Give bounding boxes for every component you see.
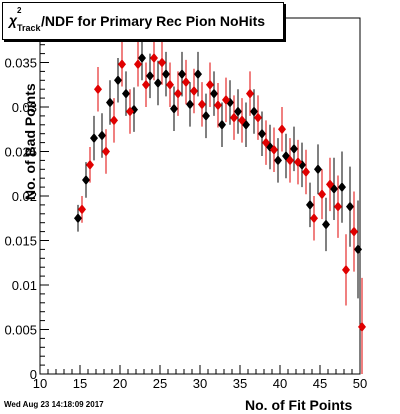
data-point [170, 103, 178, 114]
data-point [126, 106, 134, 117]
y-tick-label: 0.035 [4, 56, 37, 71]
data-point [302, 166, 310, 177]
x-tick-label: 20 [113, 376, 127, 391]
data-point [190, 85, 198, 96]
data-point [338, 182, 346, 193]
x-axis-label: No. of Fit Points [245, 397, 353, 413]
y-tick-label: 0.03 [12, 100, 37, 115]
plot-frame [39, 17, 361, 375]
y-tick-label: 0.01 [12, 278, 37, 293]
plot-border [39, 17, 361, 375]
data-point [174, 88, 182, 99]
data-point [342, 264, 350, 275]
x-tick-label: 10 [33, 376, 47, 391]
x-tick-label: 30 [193, 376, 207, 391]
title-chi-symbol: χ [9, 12, 18, 28]
y-tick-label: 0.02 [12, 189, 37, 204]
data-point [278, 124, 286, 135]
data-point [234, 106, 242, 117]
data-point [246, 88, 254, 99]
data-point [138, 53, 146, 64]
data-point [186, 99, 194, 110]
data-point [310, 213, 318, 224]
data-point [286, 155, 294, 166]
data-point [334, 201, 342, 212]
data-point [262, 137, 270, 148]
data-point [82, 174, 90, 185]
data-point [210, 88, 218, 99]
chart-title: /NDF for Primary Rec Pion NoHits [41, 13, 266, 29]
data-point [230, 112, 238, 123]
data-point [346, 201, 354, 212]
data-point [90, 133, 98, 144]
data-point [270, 144, 278, 155]
title-subscript: Track [17, 23, 41, 33]
data-point [178, 69, 186, 80]
x-tick-label: 45 [313, 376, 327, 391]
data-point [102, 146, 110, 157]
data-points [74, 35, 366, 374]
data-point [290, 143, 298, 154]
data-point [166, 79, 174, 90]
data-point [318, 189, 326, 200]
chart-title-box: χ 2 Track /NDF for Primary Rec Pion NoHi… [2, 2, 284, 40]
data-point [86, 159, 94, 170]
data-point [326, 179, 334, 190]
data-point [250, 106, 258, 117]
data-point [162, 69, 170, 80]
x-tick-label: 50 [353, 376, 367, 391]
data-point [98, 130, 106, 141]
data-point [94, 84, 102, 95]
data-point [74, 213, 82, 224]
data-point [350, 226, 358, 237]
data-point [150, 53, 158, 64]
x-tick-label: 35 [233, 376, 247, 391]
data-point [358, 321, 366, 332]
y-tick-label: 0.015 [4, 234, 37, 249]
data-point [202, 110, 210, 121]
x-tick-label: 15 [73, 376, 87, 391]
data-point [322, 219, 330, 230]
data-point [158, 57, 166, 68]
timestamp: Wed Aug 23 14:18:09 2017 [4, 400, 104, 409]
data-point [114, 75, 122, 86]
data-point [238, 115, 246, 126]
data-point [306, 199, 314, 210]
x-axis: 10 15 20 25 30 35 40 45 50 [33, 365, 367, 391]
y-tick-label: 0.025 [4, 145, 37, 160]
data-point [218, 119, 226, 130]
data-point [110, 115, 118, 126]
data-point [142, 79, 150, 90]
data-point [146, 70, 154, 81]
data-point [198, 99, 206, 110]
x-tick-label: 40 [273, 376, 287, 391]
data-point [134, 59, 142, 70]
data-point [154, 77, 162, 88]
data-point [122, 88, 130, 99]
data-point [194, 69, 202, 80]
title-superscript: 2 [17, 6, 22, 15]
data-point [206, 79, 214, 90]
y-tick-label: 0.005 [4, 323, 37, 338]
data-point [254, 112, 262, 123]
x-tick-label: 25 [153, 376, 167, 391]
y-axis: 0 0.005 0.01 0.015 0.02 0.025 0.03 0.035 [4, 17, 49, 382]
data-point [274, 155, 282, 166]
data-point [258, 128, 266, 139]
data-point [106, 97, 114, 108]
data-point [78, 204, 86, 215]
data-point [118, 59, 126, 70]
y-axis-label: No. of Bad Points [22, 83, 38, 200]
y-tick-label: 0 [30, 367, 37, 382]
data-point [354, 244, 362, 255]
data-point [294, 157, 302, 168]
data-point [314, 164, 322, 175]
data-point [222, 94, 230, 105]
data-point [214, 100, 222, 111]
data-point [182, 77, 190, 88]
